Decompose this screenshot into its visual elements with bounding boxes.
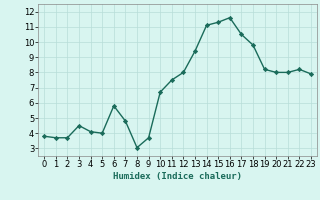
X-axis label: Humidex (Indice chaleur): Humidex (Indice chaleur) bbox=[113, 172, 242, 181]
